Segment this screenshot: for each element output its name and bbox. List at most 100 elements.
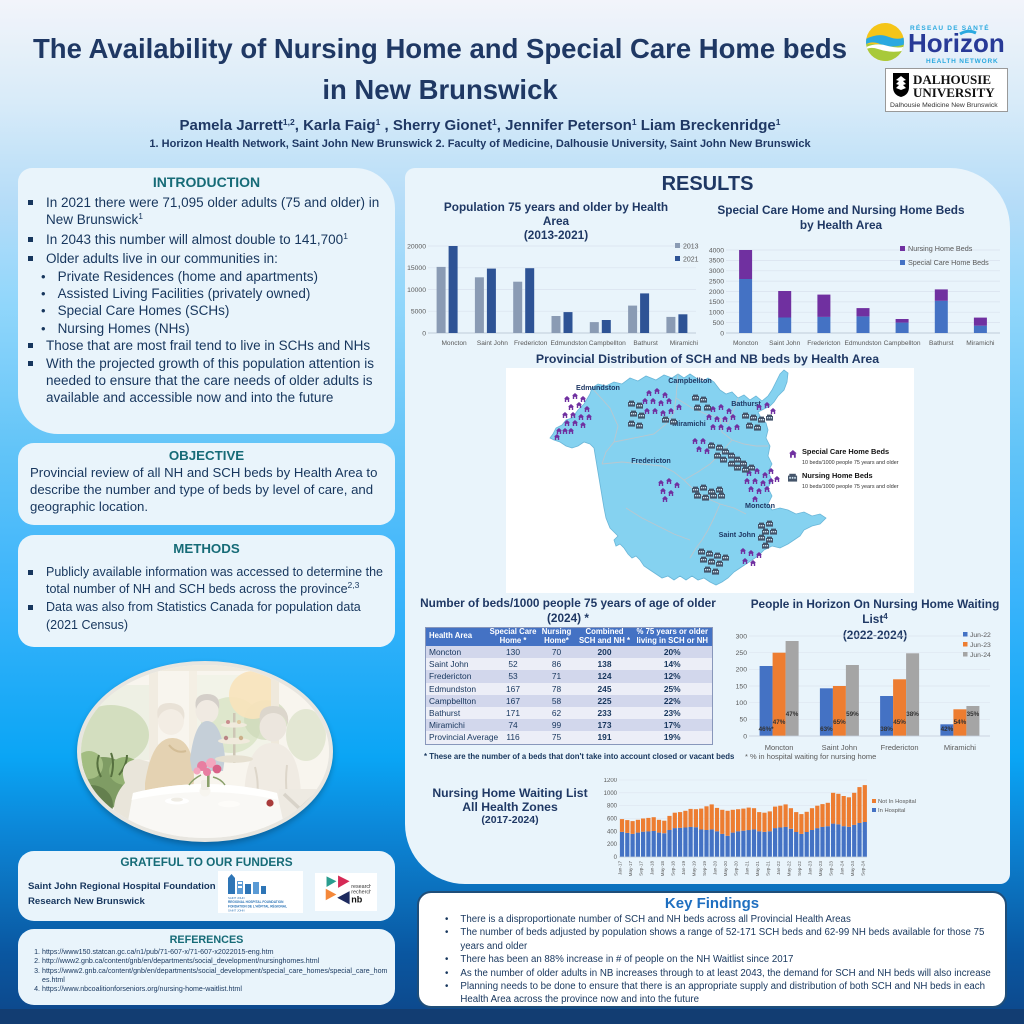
svg-text:SAINT JOHN: SAINT JOHN xyxy=(228,896,245,900)
svg-text:Bathurst: Bathurst xyxy=(633,340,658,347)
svg-text:HEALTH NETWORK: HEALTH NETWORK xyxy=(926,58,998,65)
svg-text:Special Care Home and Nursing: Special Care Home and Nursing Home Beds xyxy=(717,203,965,217)
svg-text:1200: 1200 xyxy=(604,778,618,784)
svg-text:Sep-20: Sep-20 xyxy=(734,861,739,876)
svg-text:May-18: May-18 xyxy=(660,861,665,877)
svg-text:600: 600 xyxy=(607,817,618,823)
svg-text:May-21: May-21 xyxy=(755,861,760,877)
svg-text:4000: 4000 xyxy=(709,247,724,254)
svg-text:Miramichi: Miramichi xyxy=(670,340,699,347)
svg-text:50: 50 xyxy=(739,717,747,724)
svg-text:Jun-23: Jun-23 xyxy=(970,642,991,649)
svg-text:SAINT JOHN: SAINT JOHN xyxy=(228,909,245,913)
svg-text:Miramichi: Miramichi xyxy=(966,340,995,347)
svg-text:Bathurst: Bathurst xyxy=(731,399,761,408)
svg-text:People in Horizon On Nursing H: People in Horizon On Nursing Home Waitin… xyxy=(751,597,1000,611)
svg-text:Special Care Home Beds: Special Care Home Beds xyxy=(802,447,889,456)
svg-text:3500: 3500 xyxy=(709,258,724,265)
svg-text:2021: 2021 xyxy=(683,257,699,264)
svg-text:200: 200 xyxy=(736,667,748,674)
svg-text:2013: 2013 xyxy=(683,244,699,251)
svg-text:Jan-20: Jan-20 xyxy=(713,861,718,875)
svg-text:15000: 15000 xyxy=(407,265,426,272)
svg-text:500: 500 xyxy=(713,320,725,327)
svg-text:Jan-19: Jan-19 xyxy=(681,861,686,875)
svg-text:REGIONAL HOSPITAL FOUNDATION: REGIONAL HOSPITAL FOUNDATION xyxy=(228,900,284,904)
svg-text:DALHOUSIE: DALHOUSIE xyxy=(913,72,991,87)
svg-text:150: 150 xyxy=(736,683,748,690)
svg-text:Moncton: Moncton xyxy=(441,340,467,347)
svg-text:46%*: 46%* xyxy=(759,726,775,733)
svg-text:Fredericton: Fredericton xyxy=(881,743,919,752)
svg-text:47%: 47% xyxy=(786,711,799,718)
svg-text:Saint John: Saint John xyxy=(769,340,800,347)
svg-text:Nursing Home Beds: Nursing Home Beds xyxy=(908,244,973,253)
svg-text:May-19: May-19 xyxy=(692,861,697,877)
svg-text:250: 250 xyxy=(736,650,748,657)
svg-text:Jan-22: Jan-22 xyxy=(776,861,781,875)
svg-text:0: 0 xyxy=(743,733,747,740)
svg-text:63%: 63% xyxy=(820,726,833,733)
svg-text:In Hospital: In Hospital xyxy=(878,808,905,814)
svg-text:0: 0 xyxy=(720,330,724,337)
svg-text:47%: 47% xyxy=(773,719,786,726)
svg-text:Sep-22: Sep-22 xyxy=(797,861,802,876)
svg-text:Not In Hospital: Not In Hospital xyxy=(878,799,916,805)
svg-text:800: 800 xyxy=(607,804,618,810)
svg-text:1000: 1000 xyxy=(709,310,724,317)
svg-text:10 beds/1000 people 75 years a: 10 beds/1000 people 75 years and older xyxy=(802,484,899,490)
svg-text:Jan-17: Jan-17 xyxy=(618,861,623,875)
svg-text:1500: 1500 xyxy=(709,299,724,306)
svg-text:Fredericton: Fredericton xyxy=(631,456,671,465)
svg-text:Area: Area xyxy=(543,214,570,228)
svg-text:10000: 10000 xyxy=(407,287,426,294)
svg-text:Campbellton: Campbellton xyxy=(668,376,712,385)
svg-text:400: 400 xyxy=(607,829,618,835)
svg-text:Sep-18: Sep-18 xyxy=(670,861,675,876)
svg-text:(2013-2021): (2013-2021) xyxy=(524,228,588,242)
svg-text:Jun-24: Jun-24 xyxy=(970,652,991,659)
svg-text:FONDATION DE L'HÔPITAL RÉGIONA: FONDATION DE L'HÔPITAL RÉGIONAL xyxy=(228,904,287,909)
svg-text:Bathurst: Bathurst xyxy=(929,340,954,347)
svg-text:Campbellton: Campbellton xyxy=(884,340,921,347)
svg-text:Edmundston: Edmundston xyxy=(844,340,881,347)
svg-text:38%: 38% xyxy=(880,726,893,733)
svg-text:35%: 35% xyxy=(967,711,980,718)
svg-text:Miramichi: Miramichi xyxy=(672,419,706,428)
svg-text:10 beds/1000 people 75 years a: 10 beds/1000 people 75 years and older xyxy=(802,460,899,466)
svg-text:38%: 38% xyxy=(906,711,919,718)
svg-text:Fredericton: Fredericton xyxy=(514,340,548,347)
svg-text:Sep-24: Sep-24 xyxy=(860,861,865,876)
svg-text:Dalhousie Medicine New Brunswi: Dalhousie Medicine New Brunswick xyxy=(890,102,998,109)
svg-text:Fredericton: Fredericton xyxy=(807,340,841,347)
svg-text:54%: 54% xyxy=(954,719,967,726)
svg-text:Moncton: Moncton xyxy=(733,340,759,347)
svg-text:UNIVERSITY: UNIVERSITY xyxy=(913,85,995,100)
svg-text:Saint John: Saint John xyxy=(477,340,508,347)
svg-text:0: 0 xyxy=(614,855,618,861)
svg-text:Miramichi: Miramichi xyxy=(944,743,976,752)
svg-text:* % in hospital waiting for nu: * % in hospital waiting for nursing home xyxy=(745,752,876,761)
svg-text:2000: 2000 xyxy=(709,289,724,296)
svg-text:May-20: May-20 xyxy=(723,861,728,877)
svg-text:20000: 20000 xyxy=(407,243,426,250)
svg-text:0: 0 xyxy=(422,330,426,337)
svg-text:300: 300 xyxy=(736,633,748,640)
svg-text:Jan-23: Jan-23 xyxy=(808,861,813,875)
svg-text:Moncton: Moncton xyxy=(745,501,775,510)
svg-text:May-23: May-23 xyxy=(818,861,823,877)
svg-text:nb: nb xyxy=(351,895,363,905)
svg-text:(2022-2024): (2022-2024) xyxy=(843,628,907,642)
svg-text:1000: 1000 xyxy=(604,791,618,797)
svg-text:Sep-17: Sep-17 xyxy=(639,861,644,876)
svg-text:Sep-19: Sep-19 xyxy=(702,861,707,876)
svg-text:Jan-18: Jan-18 xyxy=(649,861,654,875)
svg-text:Jan-21: Jan-21 xyxy=(744,861,749,875)
svg-text:Sep-21: Sep-21 xyxy=(765,861,770,876)
svg-text:65%: 65% xyxy=(833,719,846,726)
svg-text:45%: 45% xyxy=(893,719,906,726)
svg-text:RÉSEAU DE SANTÉ: RÉSEAU DE SANTÉ xyxy=(910,23,990,32)
svg-text:Nursing Home Beds: Nursing Home Beds xyxy=(802,471,873,480)
svg-text:May-17: May-17 xyxy=(628,861,633,877)
svg-text:recherche: recherche xyxy=(351,890,371,896)
